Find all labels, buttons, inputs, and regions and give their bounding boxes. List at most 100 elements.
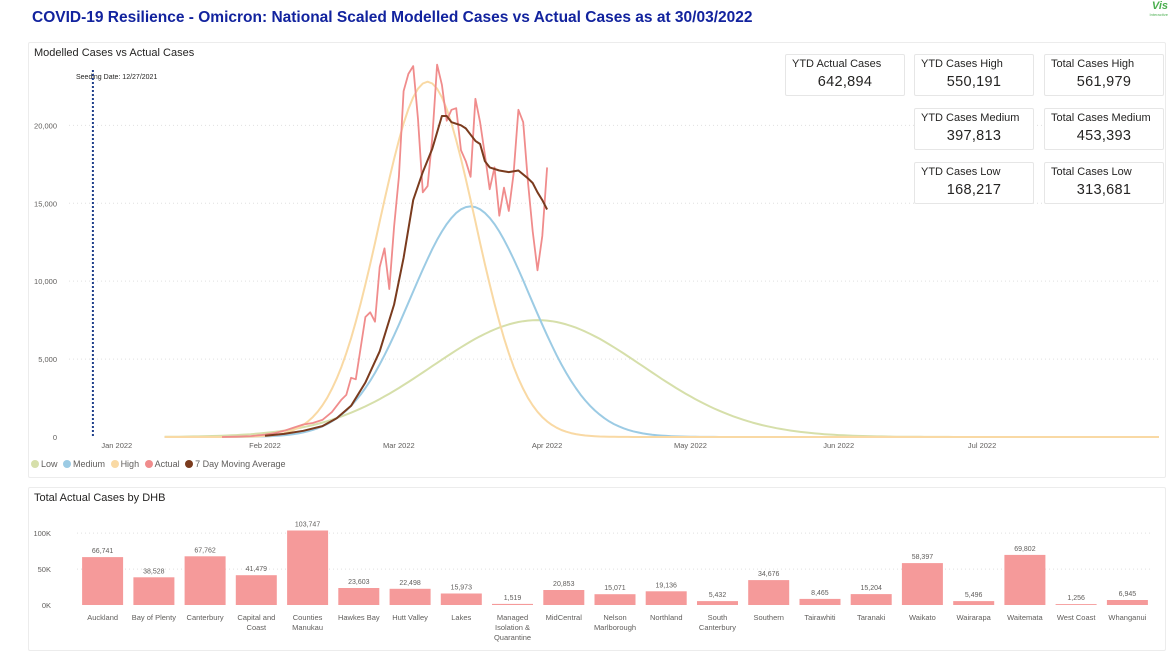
bar [799,598,841,605]
bar-value-label: 15,204 [860,585,882,592]
bar [492,603,533,605]
bar [184,556,226,605]
legend-dot-icon [185,460,194,468]
x-tick-label: May 2022 [674,441,707,450]
legend-item-low[interactable]: Low [31,459,58,469]
y-tick-label: 0K [42,601,51,610]
bar-value-label: 38,528 [143,568,165,575]
y-tick-label: 0 [53,433,57,442]
bar-value-label: 66,741 [92,548,114,555]
legend-label: Actual [154,459,180,469]
chart-legend: Low Medium High Actual 7 Day Moving Aver… [31,459,289,469]
kpi-label: Total Cases Low [1051,166,1132,178]
bar-value-label: 34,676 [758,571,780,578]
bar-value-label: 58,397 [912,554,934,561]
category-label: Whanganui [1108,613,1146,622]
page-title: COVID-19 Resilience - Omicron: National … [32,9,753,26]
bar-chart-title: Total Actual Cases by DHB [34,492,166,504]
category-label: West Coast [1057,613,1097,622]
kpi-ytd-cases-low[interactable]: YTD Cases Low 168,217 [914,162,1034,204]
category-label: Hutt Valley [392,613,428,622]
bar-value-label: 5,432 [709,592,727,599]
legend-label: 7 Day Moving Average [195,459,286,469]
bar [287,530,329,605]
category-label: Bay of Plenty [132,613,176,622]
category-label: Northland [650,613,683,622]
category-label: Wairarapa [957,613,992,622]
bar [1055,604,1097,605]
logo-text: Vis [1151,0,1168,12]
x-tick-label: Jun 2022 [823,441,854,450]
bar-chart[interactable]: 0K 50K 100K 66,741 Auckland 38,528 Bay of Plen… [29,488,1165,650]
legend-item-medium[interactable]: Medium [63,459,105,469]
category-label: MidCentral [546,613,583,622]
seeding-date-annotation: Seeding Date: 12/27/2021 [76,74,158,81]
bar [594,594,636,605]
kpi-value: 453,393 [1076,128,1132,144]
bar-value-label: 22,498 [399,580,421,587]
bar-chart-panel[interactable]: Total Actual Cases by DHB 0K 50K 100K 66,74… [28,487,1166,651]
x-tick-label: Feb 2022 [249,441,281,450]
bar-value-label: 5,496 [965,592,983,599]
series-line-low [164,319,1159,438]
legend-dot-icon [63,460,72,468]
legend-item-high[interactable]: High [110,459,139,469]
kpi-ytd-cases-medium[interactable]: YTD Cases Medium 397,813 [914,108,1034,150]
line-chart-panel[interactable]: Modelled Cases vs Actual Cases Seeding D… [28,42,1166,478]
category-label: Lakes [451,613,471,622]
category-label: Southern [753,613,783,622]
bar [338,588,380,605]
kpi-label: YTD Actual Cases [792,58,882,70]
bar [235,575,277,605]
series-line-7-day-moving-average [264,115,548,437]
bar-value-label: 8,465 [811,590,829,597]
kpi-value: 168,217 [946,182,1002,198]
series-line-medium [164,205,1159,438]
x-tick-label: Mar 2022 [383,441,415,450]
legend-item-actual[interactable]: Actual [144,459,180,469]
bar [645,591,687,605]
kpi-total-cases-low[interactable]: Total Cases Low 313,681 [1044,162,1164,204]
line-chart[interactable]: 0 5,000 10,000 15,000 20,000 Jan 2022 Feb 2022… [29,43,1165,477]
bar [440,593,482,605]
y-tick-label: 50K [38,565,51,574]
kpi-label: YTD Cases Low [921,166,1001,178]
bar [850,594,892,605]
kpi-total-cases-medium[interactable]: Total Cases Medium 453,393 [1044,108,1164,150]
x-tick-label: Jan 2022 [101,441,132,450]
category-label: Tairawhiti [804,613,836,622]
series-line-actual [221,63,548,438]
kpi-value: 561,979 [1076,74,1132,90]
bar-value-label: 23,603 [348,579,370,586]
legend-label: Low [41,459,58,469]
category-label: Counties Manukau [292,613,323,632]
kpi-ytd-cases-high[interactable]: YTD Cases High 550,191 [914,54,1034,96]
kpi-ytd-actual-cases[interactable]: YTD Actual Cases 642,894 [785,54,905,96]
bar-value-label: 67,762 [194,547,216,554]
x-tick-label: Jul 2022 [968,441,996,450]
category-label: Hawkes Bay [338,613,380,622]
kpi-total-cases-high[interactable]: Total Cases High 561,979 [1044,54,1164,96]
legend-dot-icon [110,460,119,468]
y-tick-label: 5,000 [38,355,57,364]
category-label: Auckland [87,613,118,622]
category-label: Waitemata [1007,613,1043,622]
bar [82,557,124,605]
category-label: Taranaki [857,613,886,622]
y-tick-label: 100K [33,529,51,538]
legend-dot-icon [31,460,39,468]
bar-value-label: 20,853 [553,581,575,588]
bar [697,601,738,605]
y-tick-label: 20,000 [34,121,57,130]
kpi-label: Total Cases Medium [1051,112,1151,124]
bar-value-label: 6,945 [1119,591,1137,598]
category-label: Capital and Coast [237,613,275,632]
legend-item-7-day-moving-average[interactable]: 7 Day Moving Average [185,459,286,469]
bar-value-label: 15,973 [451,585,473,592]
bar [1004,554,1046,605]
category-label: Canterbury [187,613,224,622]
bar [389,588,431,605]
legend-label: Medium [73,459,106,469]
legend-dot-icon [144,460,153,468]
x-tick-label: Apr 2022 [532,441,562,450]
